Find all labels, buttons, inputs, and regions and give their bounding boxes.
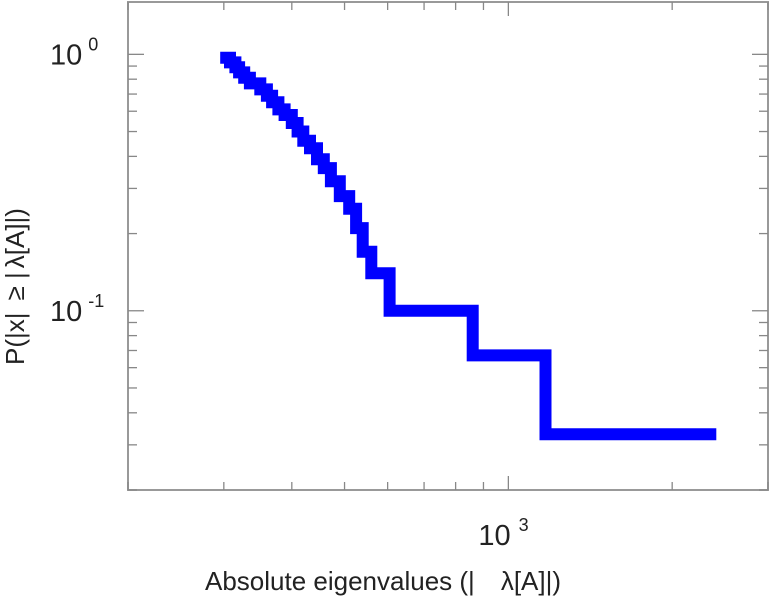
y-axis-label: P(|x|≥ |λ[A]|) (0, 208, 30, 365)
x-axis-label: Absolute eigenvalues (| λ[A]|) (205, 566, 561, 596)
y-tick-label: 10 0 (50, 34, 98, 71)
x-tick-label: 10 3 (478, 515, 528, 552)
data-series-line (220, 51, 717, 441)
plot-frame (127, 1, 769, 491)
y-tick-label: 10 -1 (50, 291, 104, 328)
